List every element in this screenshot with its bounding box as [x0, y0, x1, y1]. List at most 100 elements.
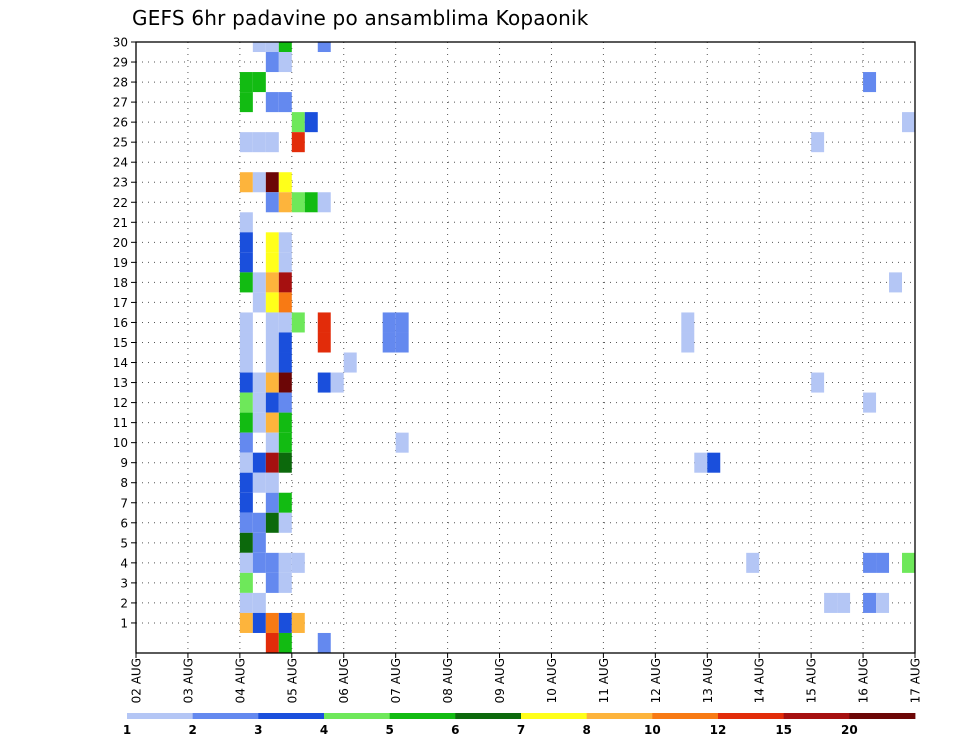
x-tick-label: 17 AUG [909, 658, 923, 703]
y-tick-label: 3 [120, 576, 128, 590]
x-axis: 02 AUG 03 AUG 04 AUG 05 AUG 06 AUG 07 AUG 08 A… [130, 653, 923, 703]
y-tick-label: 30 [113, 36, 128, 50]
scale-swatch [389, 713, 456, 719]
heatmap-cell [265, 92, 279, 113]
y-axis: 1234567891011121314151617181920212223242… [113, 36, 136, 630]
x-tick-label: 07 AUG [389, 658, 403, 703]
heatmap-cell [252, 172, 266, 193]
y-tick-label: 23 [113, 176, 128, 190]
heatmap-cell [239, 452, 253, 473]
scale-label: 4 [320, 723, 328, 737]
heatmap-cell [395, 432, 409, 453]
plot-frame [135, 41, 916, 654]
heatmap-cell [265, 392, 279, 413]
heatmap-cell [278, 372, 292, 393]
heatmap-cell [291, 112, 305, 133]
x-tick-label: 15 AUG [805, 658, 819, 703]
heatmap-cell [278, 612, 292, 633]
x-tick-label: 16 AUG [857, 658, 871, 703]
heatmap-cell [252, 532, 266, 553]
heatmap-cell [252, 392, 266, 413]
y-tick-label: 8 [120, 476, 128, 490]
scale-label: 5 [385, 723, 393, 737]
scale-label: 2 [188, 723, 196, 737]
heatmap-cell [291, 192, 305, 213]
heatmap-cell [265, 432, 279, 453]
heatmap-cell [317, 372, 331, 393]
y-tick-label: 17 [113, 296, 128, 310]
scale-swatch [258, 713, 325, 719]
heatmap-cell [265, 352, 279, 373]
heatmap-cell [278, 52, 292, 73]
heatmap-cell [278, 352, 292, 373]
x-tick-label: 04 AUG [233, 658, 247, 703]
heatmap-cell [317, 632, 331, 653]
y-tick-label: 10 [113, 436, 128, 450]
heatmap-cell [265, 252, 279, 273]
heatmap-cell [265, 372, 279, 393]
scale-swatch [849, 713, 916, 719]
heatmap-cell [239, 332, 253, 353]
heatmap-cell [278, 332, 292, 353]
heatmap-cell [824, 592, 838, 613]
heatmap-cell [252, 592, 266, 613]
heatmap-cell [876, 592, 890, 613]
heatmap-cell [811, 372, 825, 393]
heatmap-cell [252, 512, 266, 533]
heatmap-cell [239, 472, 253, 493]
x-tick-label: 05 AUG [285, 658, 299, 703]
heatmap-cell [317, 42, 331, 53]
heatmap-cell [265, 632, 279, 653]
heatmap-cell [876, 552, 890, 573]
heatmap-cell [265, 612, 279, 633]
y-tick-label: 15 [113, 336, 128, 350]
heatmap-cell [239, 172, 253, 193]
heatmap-cell [746, 552, 760, 573]
y-tick-label: 1 [120, 616, 128, 630]
heatmap-cell [278, 452, 292, 473]
y-tick-label: 12 [113, 396, 128, 410]
heatmap-cell [265, 52, 279, 73]
heatmap-cell [811, 132, 825, 153]
heatmap-cell [265, 572, 279, 593]
heatmap-cell [278, 412, 292, 433]
heatmap-cell [239, 132, 253, 153]
heatmap-cell [265, 412, 279, 433]
heatmap-cell [239, 592, 253, 613]
heatmap-cell [239, 92, 253, 113]
heatmap-cell [343, 352, 357, 373]
scale-label: 3 [254, 723, 262, 737]
scale-swatch [783, 713, 850, 719]
heatmap-cell [265, 192, 279, 213]
heatmap-cell [265, 272, 279, 293]
heatmap-cell [837, 592, 851, 613]
heatmap-cell [265, 332, 279, 353]
heatmap-cell [317, 192, 331, 213]
x-tick-label: 09 AUG [493, 658, 507, 703]
heatmap-cell [278, 552, 292, 573]
scale-swatch [127, 713, 194, 719]
heatmap-cell [239, 492, 253, 513]
y-tick-label: 9 [120, 456, 128, 470]
heatmap-cell [863, 72, 877, 93]
x-tick-label: 02 AUG [130, 658, 144, 703]
heatmap-cell [291, 312, 305, 333]
heatmap-cell [278, 512, 292, 533]
scale-swatch [521, 713, 588, 719]
heatmap-cell [278, 272, 292, 293]
y-tick-label: 16 [113, 316, 128, 330]
scale-label: 1 [123, 723, 131, 737]
y-tick-label: 18 [113, 276, 128, 290]
y-tick-label: 22 [113, 196, 128, 210]
heatmap-cell [304, 192, 318, 213]
heatmap-cell [265, 472, 279, 493]
heatmap-cell [317, 312, 331, 333]
scale-swatch [586, 713, 653, 719]
x-tick-label: 14 AUG [753, 658, 767, 703]
heatmap-cell [252, 552, 266, 573]
y-tick-label: 11 [113, 416, 128, 430]
y-tick-label: 26 [113, 116, 128, 130]
y-tick-label: 25 [113, 136, 128, 150]
heatmap-cell [278, 292, 292, 313]
scale-swatch [455, 713, 522, 719]
